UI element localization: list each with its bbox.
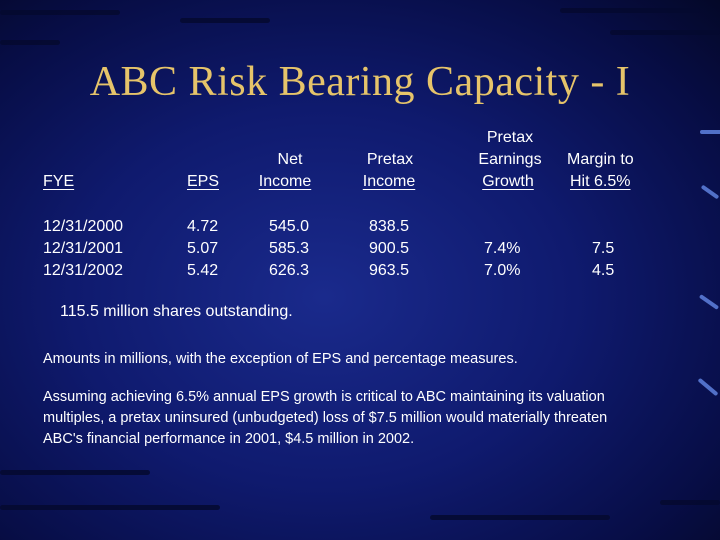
header-pretax-earnings-growth: Pretax Earnings Growth (478, 129, 542, 190)
decor-streak (700, 130, 720, 134)
decor-streak (430, 515, 610, 520)
column-margin: 7.5 4.5 (592, 216, 652, 282)
table-cell (592, 216, 652, 238)
table-cell: 5.07 (187, 240, 219, 257)
table-cell: 4.72 (187, 218, 219, 235)
table-cell: 963.5 (369, 262, 410, 279)
header-fye: FYE (43, 173, 75, 190)
decor-streak (0, 40, 60, 45)
table-cell: 585.3 (269, 240, 310, 257)
header-eps: EPS (187, 173, 220, 190)
table-cell: 7.5 (592, 240, 615, 257)
decor-streak (660, 500, 720, 505)
header-net-income: Net Income (258, 151, 312, 190)
decor-streak (698, 294, 720, 310)
table-cell (484, 216, 544, 238)
table-cell: 545.0 (269, 218, 310, 235)
table-cell: 12/31/2001 (43, 240, 124, 257)
amounts-note: Amounts in millions, with the exception … (43, 351, 518, 367)
decor-streak (700, 184, 720, 200)
table-cell: 5.42 (187, 262, 219, 279)
table-cell: 4.5 (592, 262, 615, 279)
decor-streak (180, 18, 270, 23)
column-eps: 4.72 5.07 5.42 (187, 216, 247, 282)
decor-streak (0, 10, 120, 15)
column-fye: 12/31/2000 12/31/2001 12/31/2002 (43, 216, 173, 282)
slide-title: ABC Risk Bearing Capacity - I (89, 59, 631, 105)
decor-streak (0, 505, 220, 510)
table-cell: 900.5 (369, 240, 410, 257)
decor-streak (610, 30, 720, 35)
table-cell: 12/31/2002 (43, 262, 124, 279)
table-cell: 7.0% (484, 262, 521, 279)
table-cell: 12/31/2000 (43, 218, 124, 235)
column-growth: 7.4% 7.0% (484, 216, 544, 282)
column-pretax-income: 838.5 900.5 963.5 (369, 216, 429, 282)
table-cell: 838.5 (369, 218, 410, 235)
table-cell: 626.3 (269, 262, 310, 279)
decor-streak (560, 8, 700, 13)
assumption-note: Assuming achieving 6.5% annual EPS growt… (43, 389, 608, 447)
shares-note: 115.5 million shares outstanding. (60, 303, 293, 320)
column-net-income: 545.0 585.3 626.3 (269, 216, 329, 282)
header-margin: Margin to Hit 6.5% (567, 151, 634, 190)
table-cell: 7.4% (484, 240, 521, 257)
header-pretax-income: Pretax Income (362, 151, 416, 190)
decor-streak (0, 470, 150, 475)
